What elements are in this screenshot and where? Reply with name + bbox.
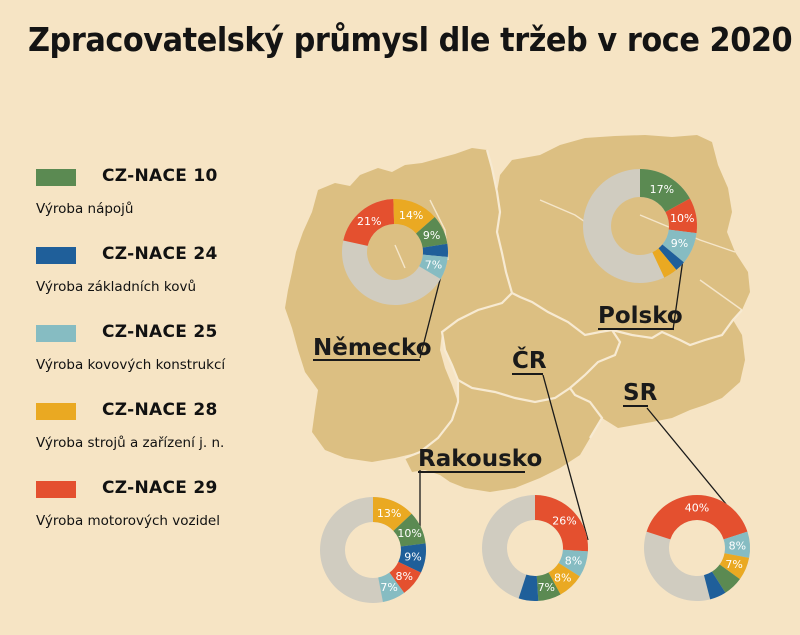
donut-slice-label: 8% <box>729 539 746 552</box>
map-poland <box>497 135 750 345</box>
donut-slice <box>393 199 435 234</box>
donut-chart-slovakia: 40% 8% 7% <box>644 494 750 601</box>
map-inner-borders <box>404 149 743 460</box>
donut-slice <box>373 497 412 531</box>
donut-slice <box>419 254 448 279</box>
legend-code: CZ-NACE 25 <box>102 322 218 342</box>
legend-swatch-nace-29 <box>36 481 76 498</box>
donut-slice <box>398 543 426 573</box>
map-czechia <box>442 293 620 402</box>
country-label-slovakia: SR <box>623 380 658 406</box>
legend-code: CZ-NACE 29 <box>102 478 218 498</box>
donut-slice-label: 10% <box>397 527 421 540</box>
legend-description: Výroba základních kovů <box>36 279 196 295</box>
donut-slice <box>535 495 589 552</box>
country-label-poland: Polsko <box>598 303 683 329</box>
donut-slice-label: 7% <box>538 581 555 594</box>
map-slovakia <box>570 320 745 428</box>
legend-item-nace-25: CZ-NACE 25 Výroba kovových konstrukcí <box>36 322 296 400</box>
donut-slice <box>712 564 740 593</box>
legend-description: Výroba strojů a zařízení j. n. <box>36 435 225 451</box>
leader-line-slovakia <box>646 407 736 516</box>
legend-description: Výroba motorových vozidel <box>36 513 220 529</box>
donut-slice <box>343 199 395 246</box>
donut-slice-label: 17% <box>650 183 674 196</box>
map-germany <box>285 148 512 462</box>
donut-slice-label: 8% <box>565 555 582 568</box>
donut-slice <box>723 531 750 558</box>
leader-line-germany <box>419 267 444 359</box>
donut-chart-germany: 21% 14%9% 7% <box>342 199 448 305</box>
donut-slice-label: 8% <box>395 570 412 583</box>
donut-slice-label: 7% <box>380 581 397 594</box>
donut-slice-label: 9% <box>404 550 421 563</box>
legend-description: Výroba nápojů <box>36 201 134 217</box>
donut-slice <box>662 229 697 263</box>
map-region-lines <box>394 199 743 311</box>
donut-slice-label: 14% <box>399 209 423 222</box>
legend-item-nace-10: CZ-NACE 10 Výroba nápojů <box>36 166 296 244</box>
donut-slice-label: 10% <box>670 212 694 225</box>
donut-chart-austria: 13% 10% 9% 8%7% <box>319 497 426 603</box>
donut-slice <box>416 216 448 248</box>
page-title: Zpracovatelský průmysl dle tržeb v roce … <box>28 20 793 59</box>
legend-item-nace-24: CZ-NACE 24 Výroba základních kovů <box>36 244 296 322</box>
leader-line-czechia <box>542 374 589 541</box>
donut-slice <box>640 169 690 213</box>
legend-code: CZ-NACE 24 <box>102 244 218 264</box>
donut-slice <box>703 571 726 600</box>
country-label-czechia: ČR <box>512 346 547 374</box>
donut-slice-label: 7% <box>725 558 742 571</box>
donut-slice-label: 8% <box>554 572 571 585</box>
donut-chart-poland: 17% 10% 9% <box>582 169 697 283</box>
donut-slice <box>719 553 750 580</box>
donut-slice <box>652 248 677 278</box>
donut-slice <box>518 574 539 602</box>
legend-description: Výroba kovových konstrukcí <box>36 357 226 373</box>
donut-slice-label: 9% <box>423 229 440 242</box>
legend-swatch-nace-25 <box>36 325 76 342</box>
donut-slice-label: 21% <box>357 215 381 228</box>
donut-slice-label: 40% <box>685 502 709 515</box>
donut-slice <box>665 198 697 234</box>
legend-code: CZ-NACE 10 <box>102 166 218 186</box>
legend: CZ-NACE 10 Výroba nápojů CZ-NACE 24 Výro… <box>36 166 296 556</box>
donut-slice-label: 13% <box>377 507 401 520</box>
donut-slice-label: 9% <box>671 237 688 250</box>
donut-slice-label: 26% <box>552 514 576 527</box>
legend-item-nace-28: CZ-NACE 28 Výroba strojů a zařízení j. n… <box>36 400 296 478</box>
legend-swatch-nace-10 <box>36 169 76 186</box>
donut-slice <box>558 549 588 577</box>
donut-chart-czechia: 26%8%8%7% <box>481 495 589 602</box>
donut-slice <box>389 561 421 593</box>
legend-swatch-nace-28 <box>36 403 76 420</box>
country-label-austria: Rakousko <box>418 446 542 472</box>
legend-code: CZ-NACE 28 <box>102 400 218 420</box>
donut-slice <box>393 513 426 547</box>
donut-slice <box>536 572 561 601</box>
donut-slice-label: 7% <box>425 259 442 272</box>
donut-slice <box>378 572 405 603</box>
country-label-germany: Německo <box>313 335 432 361</box>
legend-item-nace-29: CZ-NACE 29 Výroba motorových vozidel <box>36 478 296 556</box>
map-austria <box>405 380 602 492</box>
donut-slice <box>646 494 748 540</box>
donut-slice <box>548 563 580 595</box>
donut-slice <box>422 243 448 257</box>
legend-swatch-nace-24 <box>36 247 76 264</box>
donut-slice <box>658 244 684 270</box>
